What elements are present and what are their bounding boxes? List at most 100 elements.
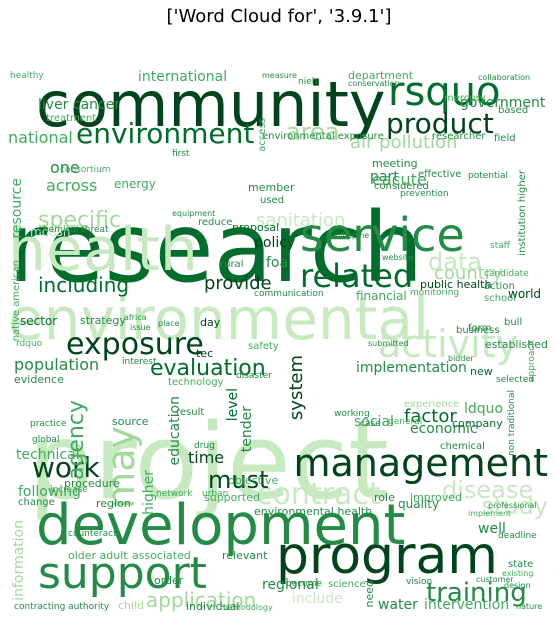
word-considered: considered [374,181,429,192]
word-development: development [36,493,406,558]
word-healthy: healthy [10,71,44,81]
word-case: case [360,419,381,429]
word-one: one [50,158,80,177]
word-access: access [257,118,268,152]
word-health: health [8,215,198,285]
word-established: established [484,338,548,351]
word-sanitation: sanitation [256,210,346,231]
word-liver-cancer: liver cancer [38,97,121,113]
word-factor: factor [404,406,457,427]
word-include: include [292,591,343,607]
word-system: system [286,355,307,421]
word-approach: approach [527,340,537,383]
word-population: population [14,355,100,374]
word-program: program [276,526,498,586]
word-country: country [434,263,503,284]
word-institution-higher: institution higher [517,170,528,256]
word-become: become [286,579,323,589]
word-associated: associated [132,549,191,562]
word-interest: interest [122,357,157,367]
word-company: company [452,417,503,430]
word-disease: disease [442,476,534,504]
word-area: area [286,118,340,146]
word-drug: drug [194,441,215,451]
word-working: working [334,409,370,419]
word-higher: higher [141,470,157,515]
word-department: department [348,70,414,82]
word-reduce: reduce [198,217,233,228]
word-implementation: implementation [356,360,467,376]
word-counteract: counteract [68,529,117,539]
word-exposure: exposure [66,327,204,362]
word-quality: quality [398,497,440,511]
word-strategy: strategy [80,314,126,327]
word-social: social [354,414,394,430]
word-urban: urban [202,489,229,499]
word-energy: energy [114,177,156,191]
word-safety: safety [248,341,279,352]
word-child: child [118,599,145,612]
word-including: including [38,273,130,297]
word-methodology: methodology [220,603,273,612]
word-data: data [428,248,483,276]
word-native-american: native american [11,260,22,342]
word-state: state [508,559,534,570]
word-place: place [158,319,180,328]
word-africa: africa [124,313,147,322]
word-global: global [32,435,60,445]
word-day: day [200,316,221,329]
word-increase: increase [50,485,88,495]
word-government: government [460,95,546,111]
word-water: water [378,597,418,612]
word-first: first [172,149,190,159]
word-agency: agency [64,400,89,481]
word-rdquo: rdquo [16,339,43,349]
word-following: following [18,484,81,500]
word-older-adult: older adult [68,549,128,562]
word-research: research [8,192,424,304]
word-order: order [154,574,184,587]
word-service: service [300,208,465,262]
word-chemical-threat: chemical threat [38,225,109,235]
word-consortium: consortium [60,165,111,175]
word-national: national [8,128,73,147]
word-evaluation: evaluation [150,356,266,381]
word-air-pollution: air pollution [350,132,458,153]
word-related: related [300,257,414,295]
chart-title: ['Word Cloud for', '3.9.1'] [166,6,392,27]
word-financial: financial [356,289,407,303]
word-ldquo: ldquo [464,401,504,417]
word-technology: technology [168,377,224,388]
word-communication: communication [254,289,324,299]
word-prevention: prevention [400,189,449,199]
word-objective: objective [228,474,279,487]
word-bidder: bidder [448,354,474,363]
word-form: form [468,323,492,334]
word-community: community [36,70,386,141]
word-sector: sector [20,314,58,328]
word-tec: tec [196,347,214,360]
word-researcher: researcher [432,131,486,142]
word-disaster: disaster [236,371,272,381]
word-role: role [374,491,395,504]
word-implement: implement [468,509,512,518]
word-contracting-authority: contracting authority [14,602,110,612]
word-technical: technical [16,447,80,463]
word-time: time [188,448,225,467]
word-based: based [498,105,529,116]
word-school: school [484,293,517,304]
word-intervention: intervention [424,597,510,612]
word-contract: contract [256,477,381,512]
word-deadline: deadline [498,531,537,541]
word-must: must [208,466,269,494]
word-activity: activity [378,322,519,366]
word-economic: economic [410,421,478,437]
word-monitoring: monitoring [410,288,460,298]
word-application: application [146,588,257,612]
word-result: result [176,407,205,418]
word-environment: environment [76,117,255,150]
word-non-traditional: non traditional [507,390,517,456]
word-business: business [456,325,500,336]
word-nieh: nieh [298,77,318,87]
word-effective: effective [418,169,462,180]
